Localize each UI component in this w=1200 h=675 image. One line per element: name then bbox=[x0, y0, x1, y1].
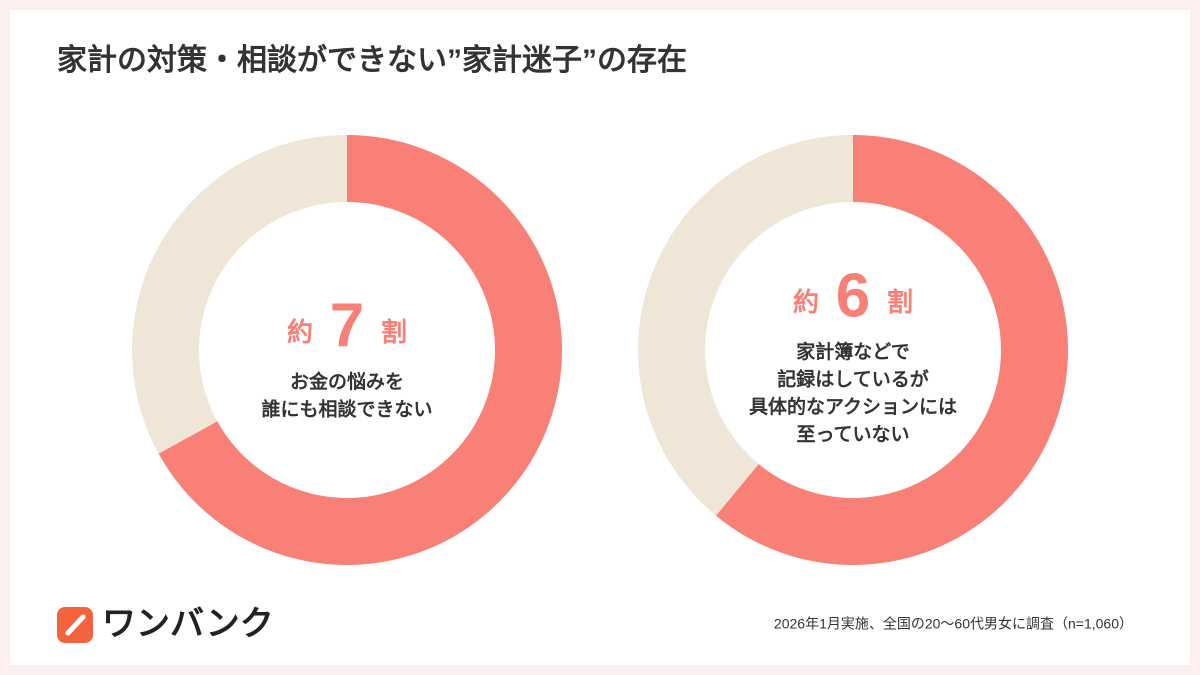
caption-line: 誰にも相談できない bbox=[261, 398, 432, 421]
caption-line: 記録はしているが bbox=[777, 368, 928, 391]
logo-text: ワンバンク bbox=[102, 605, 274, 643]
annotation-number: 6 bbox=[836, 261, 870, 330]
donut-segment bbox=[715, 135, 1068, 566]
annotation-prefix: 約 bbox=[793, 287, 819, 317]
annotation-number: 7 bbox=[330, 291, 364, 360]
donut-segment bbox=[158, 135, 562, 565]
donut-segment bbox=[638, 135, 853, 516]
caption-line: お金の悩みを bbox=[290, 370, 404, 393]
footnote: 2026年1月実施、全国の20〜60代男女に調査（n=1,060） bbox=[774, 616, 1133, 632]
logo-icon bbox=[57, 607, 93, 643]
card bbox=[10, 10, 1190, 665]
logo-slash bbox=[65, 614, 86, 636]
annotation-suffix: 割 bbox=[381, 317, 407, 347]
annotation-prefix: 約 bbox=[287, 317, 313, 347]
annotation-suffix: 割 bbox=[887, 287, 913, 317]
title: 家計の対策・相談ができない”家計迷子”の存在 bbox=[57, 43, 687, 77]
donut-segment bbox=[132, 135, 347, 454]
caption-line: 具体的なアクションには bbox=[749, 395, 957, 418]
caption-line: 至っていない bbox=[796, 424, 909, 446]
caption-line: 家計簿などで bbox=[796, 340, 910, 363]
